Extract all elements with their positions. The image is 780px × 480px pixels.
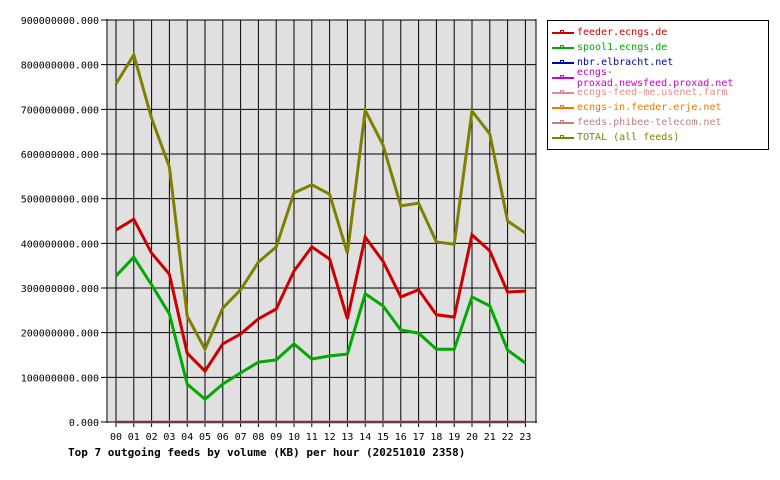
x-tick-label: 05	[199, 432, 211, 443]
x-tick-label: 20	[466, 432, 478, 443]
x-tick-label: 08	[252, 432, 264, 443]
legend-label: ecngs-proxad.newsfeed.proxad.net	[576, 66, 734, 89]
legend-item: feeder.ecngs.de	[548, 25, 768, 40]
series-line	[114, 254, 527, 402]
x-tick-label: 17	[413, 432, 425, 443]
series-line	[115, 217, 526, 374]
series-line	[114, 51, 527, 353]
x-tick-label: 01	[128, 432, 140, 443]
y-tick-label: 800000000.000	[21, 61, 99, 72]
legend-item: spool1.ecngs.de	[548, 40, 768, 55]
legend-line-marker-icon	[552, 58, 574, 68]
y-tick-label: 500000000.000	[21, 195, 99, 206]
y-tick-label: 200000000.000	[21, 329, 99, 340]
x-tick-label: 18	[430, 432, 442, 443]
legend-label: ecngs-feed-me.usenet.farm	[577, 87, 728, 98]
x-tick-label: 19	[448, 432, 460, 443]
legend: feeder.ecngs.de spool1.ecngs.de nbr.elbrac…	[547, 20, 769, 150]
x-axis-ticks: 00 01 02 03 04 05 06 07 08 09 10 11 12 13 14 15 16 17 18 19…	[110, 432, 531, 443]
x-tick-label: 06	[217, 432, 229, 443]
legend-label: spool1.ecngs.de	[577, 42, 668, 53]
x-tick-label: 14	[359, 432, 371, 443]
legend-line-marker-icon	[552, 88, 574, 98]
x-tick-label: 16	[395, 432, 407, 443]
legend-line-marker-icon	[552, 73, 574, 83]
legend-line-marker-icon	[552, 133, 574, 143]
y-tick-label: 600000000.000	[21, 150, 99, 161]
legend-label: nbr.elbracht.net	[577, 57, 674, 68]
y-tick-label: 0.000	[69, 418, 99, 429]
y-tick-label: 400000000.000	[21, 239, 99, 250]
y-tick-label: 100000000.000	[21, 373, 99, 384]
x-tick-label: 12	[324, 432, 336, 443]
x-tick-label: 04	[181, 432, 193, 443]
x-tick-label: 22	[502, 432, 514, 443]
legend-label: feeds.phibee-telecom.net	[577, 117, 722, 128]
legend-label: ecngs-in.feeder.erje.net	[577, 102, 722, 113]
legend-label: feeder.ecngs.de	[577, 27, 668, 38]
x-tick-label: 21	[484, 432, 496, 443]
legend-item: ecngs-in.feeder.erje.net	[548, 100, 768, 115]
legend-line-marker-icon	[552, 118, 574, 128]
x-tick-label: 03	[163, 432, 175, 443]
legend-label: TOTAL (all feeds)	[577, 132, 680, 143]
y-axis-ticks: 0.000 100000000.000 200000000.000 300000000…	[21, 16, 99, 429]
y-tick-label: 300000000.000	[21, 284, 99, 295]
x-tick-label: 11	[306, 432, 318, 443]
legend-item: feeds.phibee-telecom.net	[548, 115, 768, 130]
x-tick-label: 10	[288, 432, 300, 443]
legend-line-marker-icon	[552, 28, 574, 38]
y-tick-label: 900000000.000	[21, 16, 99, 27]
x-tick-label: 23	[519, 432, 531, 443]
legend-item: nbr.elbracht.net	[548, 55, 768, 70]
chart-title: Top 7 outgoing feeds by volume (KB) per …	[68, 446, 465, 459]
legend-line-marker-icon	[552, 43, 574, 53]
x-tick-label: 00	[110, 432, 122, 443]
legend-item: TOTAL (all feeds)	[548, 130, 768, 145]
x-tick-label: 13	[341, 432, 353, 443]
x-tick-label: 07	[235, 432, 247, 443]
legend-item: ecngs-proxad.newsfeed.proxad.net	[548, 67, 768, 89]
y-tick-label: 700000000.000	[21, 105, 99, 116]
x-tick-label: 02	[146, 432, 158, 443]
legend-item: ecngs-feed-me.usenet.farm	[548, 85, 768, 100]
x-tick-label: 15	[377, 432, 389, 443]
x-tick-label: 09	[270, 432, 282, 443]
legend-line-marker-icon	[552, 103, 574, 113]
